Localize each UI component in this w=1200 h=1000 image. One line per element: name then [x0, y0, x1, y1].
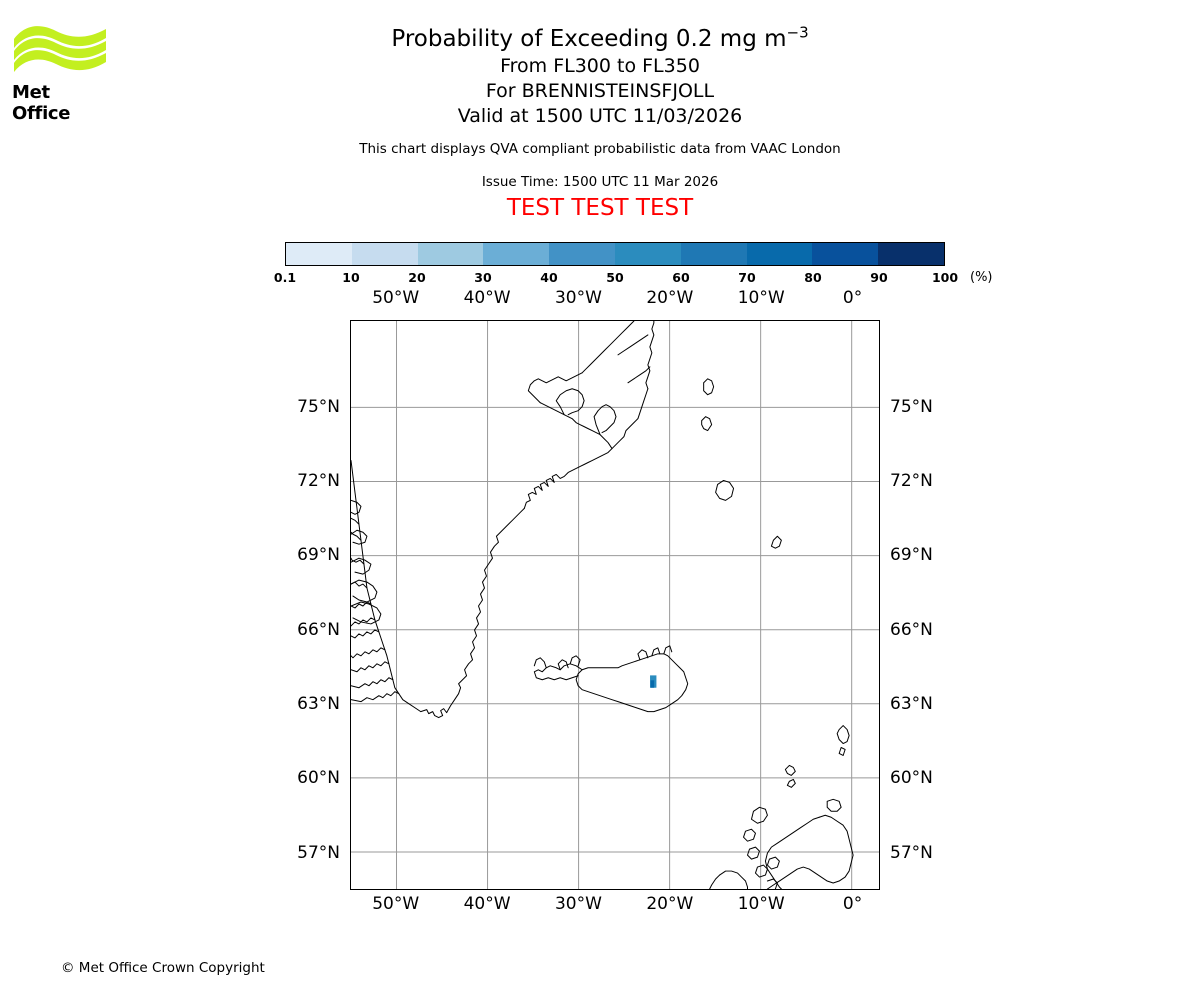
- lat-tick-left-63°N: 63°N: [297, 694, 340, 715]
- colorbar-tick-30: 30: [474, 270, 492, 285]
- lat-tick-right-63°N: 63°N: [890, 694, 933, 715]
- lon-tick-bottom-20°W: 20°W: [646, 894, 694, 914]
- map-canvas: [351, 321, 879, 889]
- lat-tick-left-69°N: 69°N: [297, 545, 340, 566]
- lon-tick-bottom-30°W: 30°W: [554, 894, 602, 914]
- lat-tick-left-72°N: 72°N: [297, 471, 340, 492]
- colorbar-swatch-6: [680, 243, 747, 265]
- met-office-logo: Met Office: [12, 22, 112, 124]
- flight-level-subtitle: From FL300 to FL350: [500, 55, 700, 77]
- page-title-exponent: −3: [786, 23, 809, 42]
- colorbar-swatch-3: [483, 243, 550, 265]
- issue-time-label: Issue Time: 1500 UTC 11 Mar 2026: [481, 174, 719, 190]
- colorbar-tick-40: 40: [540, 270, 558, 285]
- met-office-wave-icon: [14, 26, 106, 72]
- lat-tick-left-66°N: 66°N: [297, 619, 340, 640]
- valid-time-subtitle: Valid at 1500 UTC 11/03/2026: [457, 105, 743, 127]
- lat-tick-left-57°N: 57°N: [297, 842, 340, 863]
- colorbar-tick-100: 100: [931, 270, 959, 285]
- map-plot-area[interactable]: [350, 320, 880, 890]
- met-office-logo-text: Met Office: [12, 82, 71, 124]
- colorbar-tick-60: 60: [672, 270, 690, 285]
- chart-title-block: Probability of Exceeding 0.2 mg m−3 From…: [0, 24, 1200, 222]
- lon-tick-top-30°W: 30°W: [554, 288, 602, 308]
- colorbar-tick-80: 80: [804, 270, 822, 285]
- colorbar-swatches: [285, 242, 945, 266]
- colorbar-swatch-0: [286, 243, 352, 265]
- colorbar-swatch-4: [549, 243, 615, 265]
- lon-tick-top-10°W: 10°W: [737, 288, 785, 308]
- lon-tick-bottom-0°: 0°: [842, 894, 863, 914]
- lat-tick-right-66°N: 66°N: [890, 619, 933, 640]
- colorbar-swatch-5: [614, 243, 681, 265]
- lat-tick-right-69°N: 69°N: [890, 545, 933, 566]
- lon-tick-top-0°: 0°: [842, 288, 863, 308]
- volcano-name-subtitle: For BRENNISTEINSFJOLL: [485, 80, 715, 102]
- lon-tick-top-50°W: 50°W: [372, 288, 420, 308]
- colorbar-swatch-8: [812, 243, 879, 265]
- lon-tick-top-40°W: 40°W: [463, 288, 511, 308]
- lat-tick-right-75°N: 75°N: [890, 396, 933, 417]
- colorbar-tick-20: 20: [408, 270, 426, 285]
- colorbar-tick-labels: 0.1 10 20 30 40 50 60 70 80 90 100: [274, 266, 958, 286]
- colorbar-tick-10: 10: [342, 270, 360, 285]
- map-gridlines: [351, 321, 879, 889]
- colorbar-tick-90: 90: [870, 270, 888, 285]
- lat-tick-right-72°N: 72°N: [890, 471, 933, 492]
- probability-colorbar: 0.1 10 20 30 40 50 60 70 80 90 100: [274, 242, 958, 286]
- colorbar-swatch-7: [746, 243, 813, 265]
- qva-compliance-note: This chart displays QVA compliant probab…: [359, 141, 841, 157]
- lat-tick-right-57°N: 57°N: [890, 842, 933, 863]
- lon-tick-bottom-40°W: 40°W: [463, 894, 511, 914]
- test-banner: TEST TEST TEST: [506, 195, 694, 221]
- lon-tick-bottom-50°W: 50°W: [372, 894, 420, 914]
- ash-plume-contour: [650, 675, 657, 688]
- copyright-notice: © Met Office Crown Copyright: [61, 960, 265, 976]
- lon-tick-top-20°W: 20°W: [646, 288, 694, 308]
- colorbar-swatch-2: [417, 243, 484, 265]
- colorbar-swatch-1: [351, 243, 418, 265]
- ash-plume-core: [650, 680, 655, 688]
- colorbar-tick-70: 70: [738, 270, 756, 285]
- colorbar-tick-0.1: 0.1: [273, 270, 297, 285]
- lon-tick-bottom-10°W: 10°W: [737, 894, 785, 914]
- lat-tick-right-60°N: 60°N: [890, 768, 933, 789]
- map-coastlines: [351, 321, 854, 889]
- lat-tick-left-60°N: 60°N: [297, 768, 340, 789]
- colorbar-tick-50: 50: [606, 270, 624, 285]
- colorbar-unit-label: (%): [970, 270, 993, 285]
- colorbar-swatch-9: [878, 243, 944, 265]
- page-title-text: Probability of Exceeding 0.2 mg m: [391, 26, 787, 52]
- lat-tick-left-75°N: 75°N: [297, 396, 340, 417]
- page-title: Probability of Exceeding 0.2 mg m−3: [0, 24, 1200, 54]
